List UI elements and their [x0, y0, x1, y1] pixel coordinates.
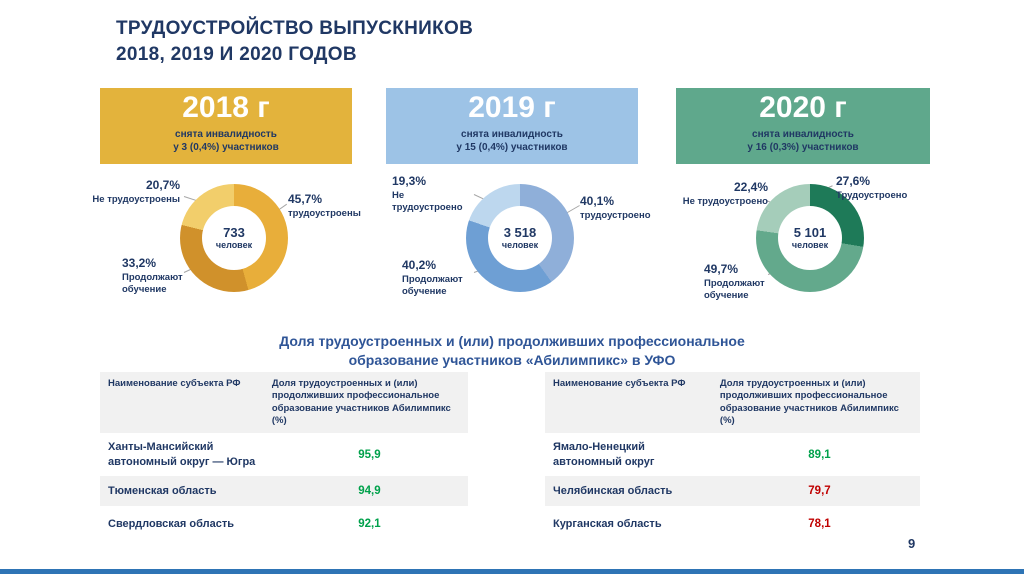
callout-continuing: 49,7% Продолжают обучение: [704, 262, 789, 302]
share-value: 95,9: [358, 448, 381, 461]
share-value: 94,9: [358, 484, 381, 497]
table-header: Наименование субъекта РФ Доля трудоустро…: [100, 372, 468, 434]
callout-pct: 45,7%: [288, 192, 323, 206]
section-title: Доля трудоустроенных и (или) продолживши…: [279, 333, 745, 368]
callout-not-employed: 22,4% Не трудоустроено: [668, 180, 768, 208]
callout-label: Не трудоустроены: [92, 194, 180, 205]
table-row: Тюменская область 94,9: [100, 475, 468, 506]
callout-pct: 27,6%: [836, 174, 871, 188]
region-name: Ханты-Мансийский автономный округ — Югра: [108, 441, 256, 468]
donut-chart-2018: 733 человек 20,7% Не трудоустроены 45,7%…: [92, 170, 392, 332]
table-row: Свердловская область 92,1: [100, 508, 468, 539]
callout-label: Продолжают обучение: [122, 272, 183, 295]
disability-note-line1: снята инвалидность: [461, 128, 563, 140]
callout-pct: 40,1%: [580, 194, 615, 208]
donut-center-value: 3 518: [503, 224, 537, 240]
column-header-region: Наименование субъекта РФ: [553, 378, 686, 389]
callout-pct: 19,3%: [392, 174, 427, 188]
share-value: 92,1: [358, 517, 381, 530]
region-name: Свердловская область: [108, 517, 234, 530]
share-value: 89,1: [808, 448, 831, 461]
table-row: Курганская область 78,1: [545, 508, 920, 539]
callout-continuing: 40,2% Продолжают обучение: [402, 258, 487, 298]
callout-not-employed: 19,3% Не трудоустроено: [392, 174, 470, 214]
callout-employed: 40,1% трудоустроено: [580, 194, 670, 222]
region-name: Курганская область: [553, 517, 662, 530]
region-name: Ямало-Ненецкий автономный округ: [553, 441, 655, 468]
callout-continuing: 33,2% Продолжают обучение: [122, 256, 202, 296]
disability-note-line1: снята инвалидность: [175, 128, 277, 140]
page-title-line1: ТРУДОУСТРОЙСТВО ВЫПУСКНИКОВ: [116, 18, 474, 39]
page-title: ТРУДОУСТРОЙСТВО ВЫПУСКНИКОВ 2018, 2019 И…: [116, 16, 473, 67]
callout-pct: 20,7%: [145, 178, 180, 192]
column-header-share: Доля трудоустроенных и (или) продолживши…: [271, 378, 451, 427]
disability-note-line2: у 15 (0,4%) участников: [456, 141, 568, 153]
callout-label: трудоустроены: [288, 208, 361, 219]
donut-chart-2019: 3 518 человек 19,3% Не трудоустроено 40,…: [378, 170, 678, 332]
donut-center-label: человек: [501, 240, 539, 251]
callout-label: Не трудоустроено: [392, 190, 463, 213]
column-header-region: Наименование субъекта РФ: [108, 378, 241, 389]
callout-label: Продолжают обучение: [704, 278, 765, 301]
year-label-2018: 2018 г: [182, 91, 270, 124]
share-value: 78,1: [808, 517, 831, 530]
year-card-2020: 2020 г снята инвалидность у 16 (0,3%) уч…: [676, 88, 930, 164]
donut-ring-2018: 733 человек: [180, 184, 288, 292]
callout-pct: 49,7%: [704, 262, 739, 276]
donut-hole: 733 человек: [202, 206, 266, 270]
donut-hole: 5 101 человек: [778, 206, 842, 270]
donut-center-label: человек: [215, 240, 253, 251]
disability-note-line1: снята инвалидность: [752, 128, 854, 140]
year-card-2018: 2018 г снята инвалидность у 3 (0,4%) уча…: [100, 88, 352, 164]
share-table-left: Наименование субъекта РФ Доля трудоустро…: [100, 372, 468, 542]
bottom-accent-bar: [0, 569, 1024, 574]
table-header: Наименование субъекта РФ Доля трудоустро…: [545, 372, 920, 434]
page-title-line2: 2018, 2019 И 2020 ГОДОВ: [116, 43, 357, 65]
table-row: Челябинская область 79,7: [545, 475, 920, 506]
donut-chart-2020: 5 101 человек 27,6% Трудоустроено 22,4% …: [668, 170, 968, 332]
page-number: 9: [908, 536, 916, 551]
donut-ring-2020: 5 101 человек: [756, 184, 864, 292]
region-name: Тюменская область: [108, 484, 217, 497]
donut-center-value: 5 101: [793, 224, 827, 240]
callout-not-employed: 20,7% Не трудоустроены: [92, 178, 180, 206]
disability-note-line2: у 16 (0,3%) участников: [747, 141, 859, 153]
disability-note-2018: снята инвалидность у 3 (0,4%) участников: [100, 128, 352, 154]
callout-label: Продолжают обучение: [402, 274, 463, 297]
callout-employed: 27,6% Трудоустроено: [836, 174, 946, 202]
share-value: 79,7: [808, 484, 831, 497]
disability-note-2020: снята инвалидность у 16 (0,3%) участнико…: [676, 128, 930, 154]
callout-label: трудоустроено: [580, 210, 651, 221]
callout-pct: 40,2%: [402, 258, 437, 272]
callout-label: Трудоустроено: [836, 190, 908, 201]
share-table-right: Наименование субъекта РФ Доля трудоустро…: [545, 372, 920, 542]
callout-pct: 33,2%: [122, 256, 157, 270]
year-label-2019: 2019 г: [468, 91, 556, 124]
donut-hole: 3 518 человек: [488, 206, 552, 270]
donut-center-value: 733: [223, 224, 245, 240]
table-row: Ямало-Ненецкий автономный округ 89,1: [545, 436, 920, 473]
disability-note-2019: снята инвалидность у 15 (0,4%) участнико…: [386, 128, 638, 154]
year-label-2020: 2020 г: [759, 91, 847, 124]
callout-employed: 45,7% трудоустроены: [288, 192, 383, 220]
callout-label: Не трудоустроено: [682, 196, 768, 207]
region-name: Челябинская область: [553, 484, 673, 497]
column-header-share: Доля трудоустроенных и (или) продолживши…: [719, 378, 899, 427]
table-row: Ханты-Мансийский автономный округ — Югра…: [100, 436, 468, 473]
donut-center-label: человек: [791, 240, 829, 251]
disability-note-line2: у 3 (0,4%) участников: [173, 141, 279, 153]
callout-pct: 22,4%: [733, 180, 768, 194]
year-card-2019: 2019 г снята инвалидность у 15 (0,4%) уч…: [386, 88, 638, 164]
donut-ring-2019: 3 518 человек: [466, 184, 574, 292]
